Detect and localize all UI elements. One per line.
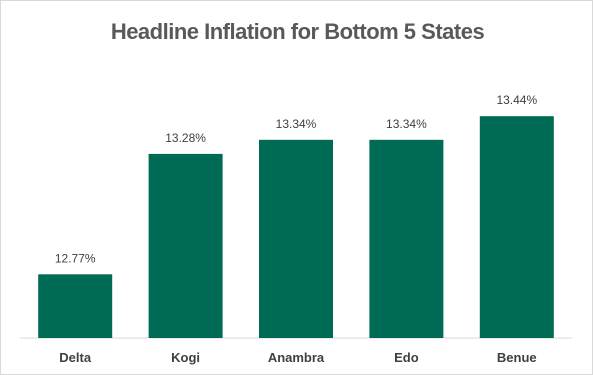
bar-edo (369, 139, 444, 338)
bar-anambra (259, 139, 333, 338)
data-label-kogi: 13.28% (165, 131, 206, 145)
data-label-anambra: 13.34% (276, 117, 317, 131)
x-tick-label-delta: Delta (59, 350, 92, 365)
bars-group (38, 116, 554, 338)
x-tick-label-anambra: Anambra (268, 350, 325, 365)
data-label-edo: 13.34% (386, 117, 427, 131)
x-tick-label-edo: Edo (394, 350, 419, 365)
data-label-delta: 12.77% (55, 251, 96, 265)
x-tick-label-kogi: Kogi (171, 350, 200, 365)
bar-benue (479, 116, 554, 338)
x-tick-label-benue: Benue (497, 350, 537, 365)
x-tick-labels-group: Delta Kogi Anambra Edo Benue (59, 350, 536, 365)
bar-delta (38, 274, 113, 338)
data-label-benue: 13.44% (496, 93, 537, 107)
chart-title: Headline Inflation for Bottom 5 States (110, 19, 485, 44)
bar-kogi (148, 153, 223, 338)
data-labels-group: 12.77% 13.28% 13.34% 13.34% 13.44% (55, 93, 538, 265)
